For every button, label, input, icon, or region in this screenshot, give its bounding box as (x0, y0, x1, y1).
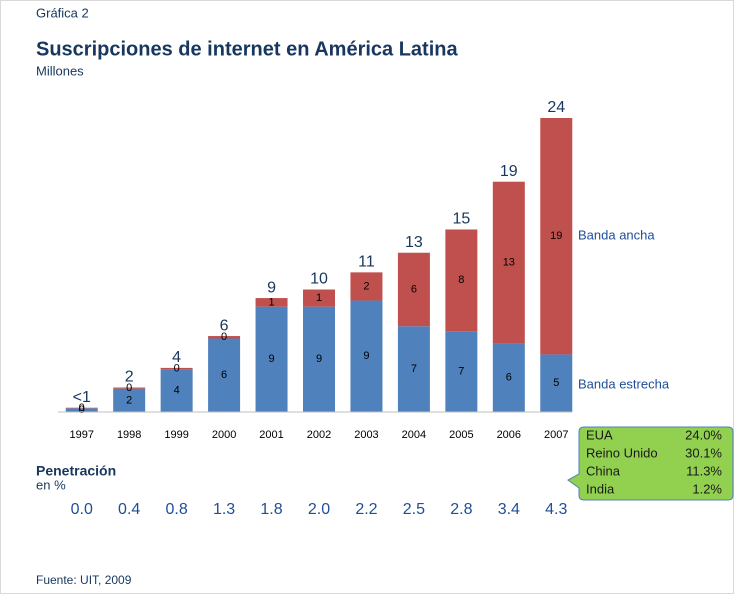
bar-segment (65, 407, 98, 409)
data-label: 7 (458, 365, 464, 377)
bar-segment (255, 298, 288, 307)
chart-label: Gráfica 2 (36, 5, 89, 20)
x-tick-label: 2007 (544, 429, 568, 441)
penetration-subtitle: en % (36, 477, 66, 492)
total-label: 10 (310, 271, 328, 288)
data-label: 2 (363, 280, 369, 292)
penetration-value: 2.2 (355, 501, 377, 518)
x-tick-label: 2006 (497, 429, 521, 441)
bar-segment (160, 367, 193, 370)
total-label: 11 (358, 254, 375, 271)
total-label: 19 (500, 163, 518, 180)
data-label: 5 (553, 377, 559, 389)
data-label: 0 (79, 402, 85, 414)
bar-segment (350, 300, 383, 412)
penetration-value: 1.8 (260, 501, 282, 518)
callout-label: EUA (586, 427, 613, 442)
bar-segment (445, 331, 478, 412)
total-label: <1 (73, 389, 91, 406)
bar-segment (397, 252, 430, 327)
bar-segment (303, 289, 335, 307)
x-tick-label: 2004 (402, 429, 426, 441)
data-label: 0 (79, 404, 85, 416)
callout-label: India (586, 481, 615, 496)
x-tick-label: 2001 (259, 429, 283, 441)
total-label: 24 (547, 99, 565, 116)
callout-value: 30.1% (685, 445, 722, 460)
data-label: 9 (316, 353, 322, 365)
x-tick-label: 1999 (164, 429, 188, 441)
bar-segment (113, 388, 146, 412)
data-label: 0 (174, 362, 180, 374)
data-label: 6 (221, 369, 227, 381)
x-tick-label: 2003 (354, 429, 378, 441)
penetration-value: 2.0 (308, 501, 330, 518)
data-label: 0 (221, 331, 227, 343)
total-label: 9 (267, 279, 276, 296)
bar-segment (160, 369, 193, 412)
penetration-value: 1.3 (213, 501, 235, 518)
bar-segment (445, 229, 478, 332)
data-label: 0 (126, 382, 132, 394)
total-label: 13 (405, 234, 423, 251)
series-label: Banda ancha (578, 228, 655, 243)
total-label: 6 (220, 317, 229, 334)
bar-segment (255, 306, 288, 412)
data-label: 2 (126, 394, 132, 406)
penetration-value: 0.4 (118, 501, 140, 518)
callout-label: China (586, 463, 621, 478)
penetration-value: 0.0 (71, 501, 93, 518)
penetration-value: 0.8 (166, 501, 188, 518)
callout-value: 1.2% (692, 481, 722, 496)
total-label: 2 (125, 369, 134, 386)
bar-segment (303, 306, 335, 412)
data-label: 6 (506, 372, 512, 384)
penetration-value: 3.4 (498, 501, 520, 518)
total-label: 4 (172, 349, 181, 366)
source: Fuente: UIT, 2009 (36, 573, 132, 587)
data-label: 13 (503, 256, 515, 268)
bar-segment (492, 343, 525, 412)
callout-value: 24.0% (685, 427, 722, 442)
total-label: 15 (452, 211, 470, 228)
bar-segment (397, 326, 430, 412)
data-label: 6 (411, 283, 417, 295)
bar-segment (208, 338, 241, 412)
bar-segment (540, 354, 573, 412)
chart-title: Suscripciones de internet en América Lat… (36, 38, 458, 60)
bar-segment (540, 118, 573, 355)
callout-value: 11.3% (686, 463, 722, 478)
data-label: 19 (550, 230, 562, 242)
x-tick-label: 2005 (449, 429, 473, 441)
data-label: 9 (268, 353, 274, 365)
callout-box (567, 426, 734, 501)
data-label: 1 (316, 292, 322, 304)
bar-segment (350, 272, 383, 301)
penetration-title: Penetración (36, 463, 116, 479)
x-tick-label: 1998 (117, 429, 141, 441)
chart-subtitle: Millones (36, 63, 84, 78)
bar-segment (113, 387, 146, 389)
penetration-value: 2.5 (403, 501, 425, 518)
data-label: 8 (458, 274, 464, 286)
data-label: 1 (268, 296, 274, 308)
data-label: 7 (411, 363, 417, 375)
bar-segment (65, 408, 98, 412)
data-label: 9 (363, 350, 369, 362)
penetration-value: 4.3 (545, 501, 567, 518)
data-label: 4 (174, 384, 180, 396)
x-tick-label: 2000 (212, 429, 236, 441)
x-tick-label: 1997 (69, 429, 93, 441)
bar-segment (492, 181, 525, 344)
x-tick-label: 2002 (307, 429, 331, 441)
bar-segment (208, 336, 241, 339)
penetration-value: 2.8 (450, 501, 472, 518)
callout-label: Reino Unido (586, 445, 658, 460)
series-label: Banda estrecha (578, 376, 670, 391)
